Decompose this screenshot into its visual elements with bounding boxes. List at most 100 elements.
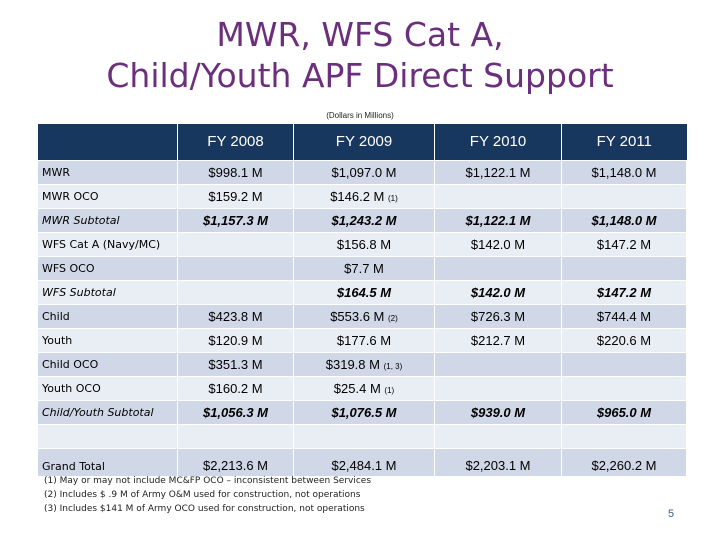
cell-value: $1,056.3 M [202,404,269,420]
cell-value: $220.6 M [596,332,652,348]
value-cell [293,423,435,449]
value-cell: $319.8 M (1, 3) [293,351,435,377]
value-cell: $939.0 M [434,399,562,425]
footnote-ref: (2) [388,313,398,323]
table-row: Youth OCO $160.2 M $25.4 M (1) [37,375,687,401]
cell-value: $2,260.2 M [591,457,657,473]
table-row: Child/Youth Subtotal $1,056.3 M $1,076.5 M… [37,399,687,425]
value-cell: $212.7 M [434,327,562,353]
value-cell: $965.0 M [561,399,687,425]
cell-value: $965.0 M [596,404,652,420]
value-cell: $744.4 M [561,303,687,329]
value-cell: $120.9 M [177,327,294,353]
row-label: WFS Cat A (Navy/MC) [37,231,178,257]
value-cell: $159.2 M [177,183,294,209]
value-cell: $147.2 M [561,279,687,305]
cell-value: $142.0 M [470,284,526,300]
value-cell: $25.4 M (1) [293,375,435,401]
cell-value: $142.0 M [470,236,526,252]
value-cell [434,375,562,401]
value-cell: $1,148.0 M [561,207,687,233]
value-cell [561,375,687,401]
cell-value: $146.2 M [330,188,385,204]
value-cell: $2,260.2 M [561,447,687,477]
value-cell: $1,157.3 M [177,207,294,233]
value-cell: $146.2 M (1) [293,183,435,209]
funding-table: FY 2008 FY 2009 FY 2010 FY 2011 MWR $998.… [37,124,687,477]
value-cell [177,231,294,257]
value-cell [177,255,294,281]
value-cell: $998.1 M [177,159,294,185]
cell-value: $2,484.1 M [331,457,397,473]
page-number: 5 [668,508,675,520]
table-row: Child $423.8 M $553.6 M (2) $726.3 M $744.4 … [37,303,687,329]
value-cell: $2,213.6 M [177,447,294,477]
value-cell: $1,148.0 M [561,159,687,185]
value-cell: $1,097.0 M [293,159,435,185]
cell-value: $1,076.5 M [331,404,397,420]
cell-value: $1,097.0 M [331,164,397,180]
title-line-1: MWR, WFS Cat A, [216,15,504,54]
value-cell: $156.8 M [293,231,435,257]
cell-value: $147.2 M [596,236,652,252]
footnote: (3) Includes $141 M of Army OCO used for… [44,504,365,514]
value-cell [434,255,562,281]
row-label: MWR [37,159,178,185]
table-row [37,423,687,449]
header-cell: FY 2009 [293,124,435,160]
value-cell: $164.5 M [293,279,435,305]
footnote: (2) Includes $ .9 M of Army O&M used for… [44,490,361,500]
row-label: Child/Youth Subtotal [37,399,178,425]
footnote-ref: (1) [384,385,395,395]
value-cell [177,423,294,449]
table-header-row: FY 2008 FY 2009 FY 2010 FY 2011 [37,124,687,160]
header-cell: FY 2011 [561,124,687,160]
row-label: Child [37,303,178,329]
cell-value: $1,157.3 M [202,212,269,228]
value-cell: $160.2 M [177,375,294,401]
value-cell: $2,203.1 M [434,447,562,477]
row-label: MWR Subtotal [37,207,178,233]
value-cell: $142.0 M [434,279,562,305]
row-label: MWR OCO [37,183,178,209]
table-row: WFS Subtotal $164.5 M $142.0 M $147.2 M [37,279,687,305]
footnote-ref: (1, 3) [383,361,403,371]
row-label: WFS OCO [37,255,178,281]
cell-value: $147.2 M [596,284,652,300]
cell-value: $423.8 M [208,308,263,324]
row-label: WFS Subtotal [37,279,178,305]
cell-value: $159.2 M [208,188,263,204]
row-label: Youth OCO [37,375,178,401]
value-cell: $220.6 M [561,327,687,353]
table-row: MWR Subtotal $1,157.3 M $1,243.2 M $1,122.1… [37,207,687,233]
cell-value: $351.3 M [208,356,263,372]
row-label [37,423,178,449]
title-line-2: Child/Youth APF Direct Support [106,56,614,95]
value-cell: $1,122.1 M [434,159,562,185]
value-cell: $726.3 M [434,303,562,329]
header-cell: FY 2010 [434,124,562,160]
cell-value: $1,148.0 M [591,212,657,228]
value-cell [434,351,562,377]
value-cell [561,423,687,449]
table-row: Grand Total $2,213.6 M $2,484.1 M $2,203.1 … [37,447,687,477]
cell-value: $726.3 M [470,308,526,324]
value-cell: $177.6 M [293,327,435,353]
value-cell [434,423,562,449]
cell-value: $177.6 M [336,332,392,348]
units-subtitle: (Dollars in Millions) [326,111,394,120]
cell-value: $156.8 M [336,236,392,252]
value-cell [177,279,294,305]
cell-value: $25.4 M [333,380,381,396]
cell-value: $1,122.1 M [465,164,531,180]
table-row: Youth $120.9 M $177.6 M $212.7 M $220.6 M [37,327,687,353]
table-row: WFS OCO $7.7 M [37,255,687,281]
cell-value: $7.7 M [344,260,384,276]
value-cell: $2,484.1 M [293,447,435,477]
cell-value: $319.8 M [325,356,380,372]
cell-value: $1,243.2 M [331,212,397,228]
row-label: Youth [37,327,178,353]
table-body: MWR $998.1 M $1,097.0 M $1,122.1 M $1,148.0 … [37,159,687,477]
cell-value: $212.7 M [470,332,526,348]
cell-value: $160.2 M [208,380,263,396]
